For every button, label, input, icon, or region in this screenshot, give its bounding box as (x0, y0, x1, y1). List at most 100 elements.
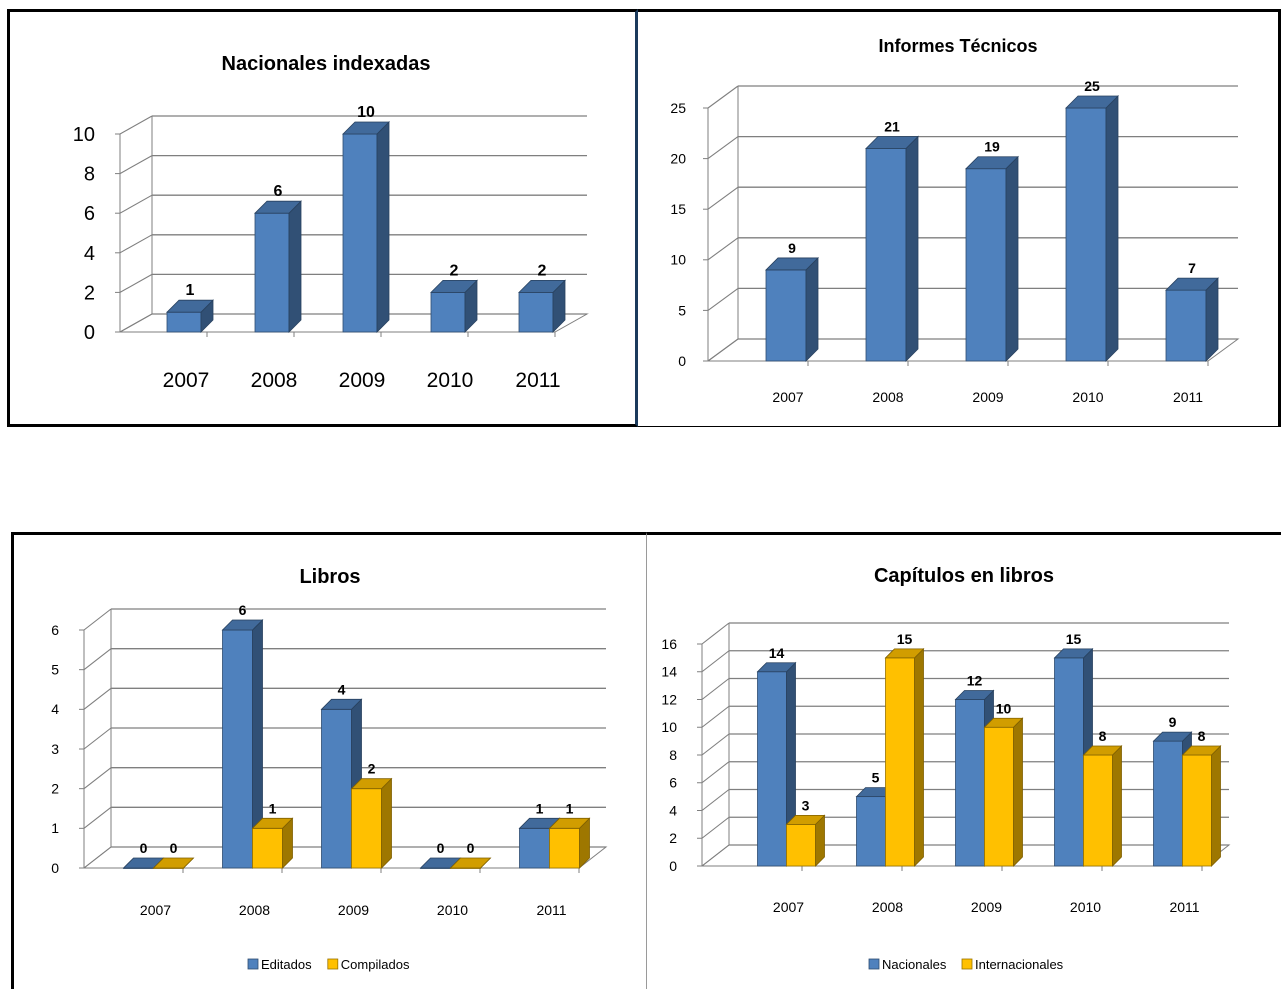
data-label: 25 (1084, 78, 1100, 94)
chart-informes-tecnicos: Informes Técnicos 0 5 10 15 20 25 9 2007 21 2008 1… (670, 36, 1240, 405)
bar-side (1105, 95, 1119, 362)
y-tick-label: 6 (51, 622, 59, 638)
bar-top (983, 717, 1024, 728)
x-tick-label: 2009 (338, 902, 369, 918)
bar-top (152, 857, 195, 869)
legend-label: Nacionales (882, 957, 947, 972)
data-label: 0 (437, 840, 445, 856)
gridline-depth (707, 287, 739, 311)
bar (251, 817, 294, 869)
bar-front (765, 269, 807, 362)
data-label: 14 (769, 645, 785, 661)
y-tick-label: 10 (73, 124, 95, 146)
gridline-depth (701, 761, 730, 784)
bar-front (351, 788, 382, 869)
bar-side (1112, 745, 1122, 867)
bar-front (984, 726, 1014, 867)
bar-front (965, 168, 1007, 362)
bar-top (166, 299, 214, 313)
x-tick-label: 2007 (140, 902, 171, 918)
data-label: 15 (1066, 631, 1082, 647)
bar (785, 814, 826, 867)
bar-top (884, 648, 925, 659)
gridline-depth (83, 608, 112, 631)
y-tick-label: 0 (84, 322, 95, 344)
chart-title: Nacionales indexadas (222, 53, 431, 75)
gridline-depth (119, 313, 153, 333)
x-tick-label: 2009 (971, 899, 1002, 915)
gridline-depth (83, 806, 112, 829)
bar-front (1153, 740, 1183, 867)
bar-front (885, 657, 915, 867)
bar-side (288, 200, 302, 333)
bar-front (955, 699, 985, 867)
bar-top (548, 817, 591, 829)
chart-title: Capítulos en libros (874, 565, 1054, 587)
bar (152, 857, 195, 869)
legend-swatch (961, 958, 973, 970)
bar (221, 619, 264, 869)
y-tick-label: 2 (51, 781, 59, 797)
bar-top (785, 814, 826, 825)
y-tick-label: 5 (678, 302, 686, 318)
data-label: 2 (450, 262, 459, 279)
bar-front (856, 796, 886, 867)
bar (884, 647, 925, 867)
data-label: 8 (1198, 728, 1206, 744)
bar-side (914, 647, 924, 867)
gridline-depth (701, 733, 730, 756)
bar-front (342, 133, 378, 333)
gridline-depth (83, 727, 112, 750)
gridline-depth (83, 687, 112, 710)
bar (122, 857, 165, 869)
bar-front (1065, 107, 1107, 362)
data-label: 7 (1188, 260, 1196, 276)
bar-front (1083, 754, 1113, 867)
bar-top (954, 690, 995, 700)
y-tick-label: 15 (670, 201, 686, 217)
data-label: 9 (1169, 714, 1177, 730)
data-label: 12 (967, 673, 983, 689)
gridline-depth (83, 648, 112, 671)
gridline-depth (119, 273, 153, 293)
bar-front (518, 291, 554, 333)
y-tick-label: 6 (84, 203, 95, 225)
bar (342, 121, 390, 333)
bar-top (865, 136, 919, 149)
data-label: 19 (984, 139, 1000, 155)
x-tick-label: 2009 (339, 369, 386, 392)
bar (548, 817, 591, 869)
bar-top (449, 857, 492, 869)
x-tick-label: 2010 (427, 369, 474, 392)
bar-top (350, 778, 393, 790)
chart-panel-informes-tecnicos: Informes Técnicos 0 5 10 15 20 25 9 2007 21 2008 1… (638, 9, 1281, 427)
data-label: 1 (566, 800, 574, 816)
x-tick-label: 2007 (163, 369, 210, 392)
bar-front (321, 708, 352, 869)
y-tick-label: 8 (669, 747, 677, 763)
bar-top (342, 121, 390, 135)
gridline-depth (83, 767, 112, 790)
bar-front (254, 212, 290, 333)
y-tick-label: 4 (669, 802, 677, 818)
bar-side (1013, 717, 1023, 867)
bar-top (965, 156, 1019, 170)
chart-title: Libros (299, 566, 360, 588)
data-label: 2 (368, 761, 376, 777)
gridline-depth (701, 622, 730, 645)
bar-front (222, 629, 253, 869)
data-label: 0 (467, 840, 475, 856)
bar-front (1054, 657, 1084, 867)
data-label: 8 (1099, 728, 1107, 744)
bar-top (1082, 745, 1123, 756)
y-tick-label: 0 (669, 858, 677, 874)
bar (1082, 745, 1123, 867)
data-label: 6 (239, 602, 247, 618)
data-label: 0 (140, 840, 148, 856)
x-tick-label: 2009 (972, 389, 1003, 405)
y-tick-label: 20 (670, 151, 686, 167)
x-tick-label: 2010 (1072, 389, 1103, 405)
y-tick-label: 10 (661, 719, 677, 735)
bar (1181, 745, 1222, 867)
bar-front (1182, 754, 1212, 867)
